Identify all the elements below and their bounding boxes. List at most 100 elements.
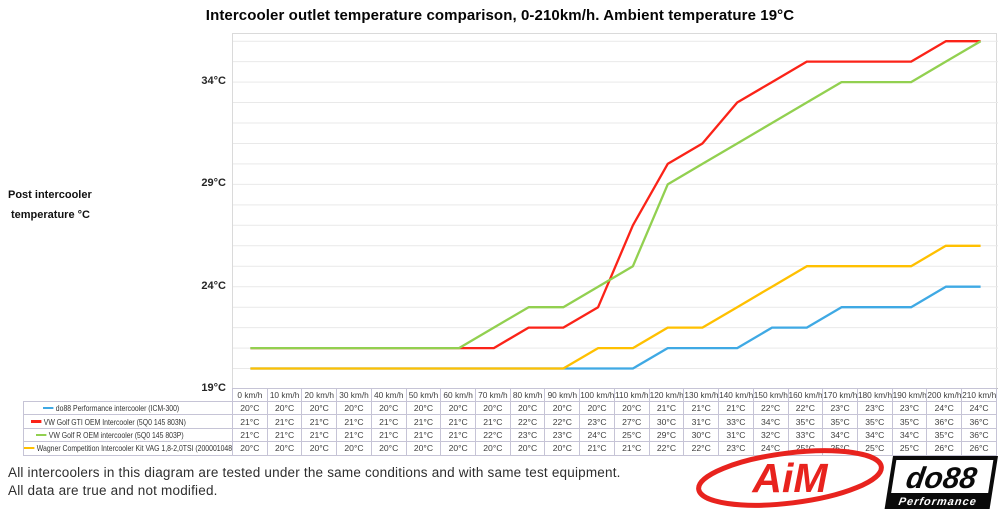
y-axis-title-line2: temperature °C xyxy=(11,209,90,221)
temperature-value-cell: 20°C xyxy=(579,400,615,416)
speed-column-header: 70 km/h xyxy=(475,388,511,402)
speed-column-header: 90 km/h xyxy=(544,388,581,402)
temperature-value-cell: 34°C xyxy=(752,414,789,429)
chart-title: Intercooler outlet temperature compariso… xyxy=(205,7,795,24)
speed-column-header: 20 km/h xyxy=(301,388,338,402)
temperature-value-cell: 21°C xyxy=(613,441,650,456)
temperature-value-cell: 20°C xyxy=(266,441,303,456)
temperature-value-cell: 32°C xyxy=(752,427,789,443)
y-axis-title: Post intercooler temperature °C xyxy=(8,185,92,225)
series-name: do88 Performance intercooler (ICM-300) xyxy=(55,403,180,414)
temperature-value-cell: 20°C xyxy=(301,400,338,416)
temperature-value-cell: 35°C xyxy=(787,414,824,429)
speed-column-header: 110 km/h xyxy=(613,388,650,402)
temperature-value-cell: 21°C xyxy=(232,414,268,429)
temperature-value-cell: 22°C xyxy=(683,441,720,456)
temperature-value-cell: 20°C xyxy=(475,400,511,416)
speed-column-header: 190 km/h xyxy=(891,388,928,402)
temperature-value-cell: 20°C xyxy=(301,441,338,456)
temperature-value-cell: 23°C xyxy=(856,400,893,416)
line-chart xyxy=(233,40,998,389)
temperature-value-cell: 20°C xyxy=(544,441,581,456)
temperature-value-cell: 23°C xyxy=(891,400,928,416)
temperature-value-cell: 21°C xyxy=(440,414,477,429)
do88-logo: do88 Performance xyxy=(884,456,998,509)
temperature-value-cell: 20°C xyxy=(544,400,581,416)
temperature-value-cell: 20°C xyxy=(509,400,546,416)
temperature-value-cell: 20°C xyxy=(440,441,477,456)
temperature-value-cell: 20°C xyxy=(613,400,650,416)
speed-column-header: 170 km/h xyxy=(822,388,858,402)
temperature-value-cell: 21°C xyxy=(370,427,407,443)
temperature-value-cell: 20°C xyxy=(370,400,407,416)
temperature-value-cell: 22°C xyxy=(752,400,789,416)
speed-column-header: 0 km/h xyxy=(232,388,268,402)
speed-column-header: 40 km/h xyxy=(370,388,407,402)
footer-note-line1: All intercoolers in this diagram are tes… xyxy=(8,465,621,480)
temperature-value-cell: 23°C xyxy=(822,400,858,416)
speed-column-header: 50 km/h xyxy=(405,388,442,402)
temperature-value-cell: 21°C xyxy=(336,427,372,443)
temperature-value-cell: 35°C xyxy=(822,414,858,429)
series-name: VW Golf GTI OEM Intercooler (5Q0 145 803… xyxy=(43,416,187,427)
temperature-value-cell: 25°C xyxy=(856,441,893,456)
temperature-value-cell: 21°C xyxy=(266,414,303,429)
do88-logo-text: do88 xyxy=(904,462,979,495)
legend-swatch-icon xyxy=(31,420,42,423)
temperature-value-cell: 20°C xyxy=(440,400,477,416)
aim-logo-oval-icon xyxy=(696,448,884,508)
temperature-value-cell: 21°C xyxy=(440,427,477,443)
series-label-cell: VW Golf GTI OEM Intercooler (5Q0 145 803… xyxy=(23,414,233,429)
temperature-value-cell: 21°C xyxy=(266,427,303,443)
temperature-value-cell: 21°C xyxy=(301,427,338,443)
temperature-value-cell: 27°C xyxy=(613,414,650,429)
series-label-cell: VW Golf R OEM intercooler (5Q0 145 803P) xyxy=(23,427,233,443)
temperature-value-cell: 20°C xyxy=(370,441,407,456)
temperature-value-cell: 26°C xyxy=(926,441,963,456)
temperature-value-cell: 24°C xyxy=(926,400,963,416)
temperature-value-cell: 20°C xyxy=(232,400,268,416)
series-name: VW Golf R OEM intercooler (5Q0 145 803P) xyxy=(48,429,184,440)
series-row-2: VW Golf R OEM intercooler (5Q0 145 803P)… xyxy=(23,427,997,443)
series-row-3: Wagner Competition Intercooler Kit VAG 1… xyxy=(23,441,997,456)
series-line-3 xyxy=(250,244,981,370)
table-header-row: 0 km/h 10 km/h 20 km/h 30 km/h 40 km/h 50 km/… xyxy=(24,388,997,402)
do88-logo-shape: do88 Performance xyxy=(884,456,998,509)
temperature-value-cell: 34°C xyxy=(856,427,893,443)
y-axis-title-line1: Post intercooler xyxy=(8,189,92,201)
speed-column-header: 160 km/h xyxy=(787,388,824,402)
plot-area xyxy=(232,33,998,389)
temperature-value-cell: 36°C xyxy=(961,414,997,429)
temperature-value-cell: 22°C xyxy=(648,441,685,456)
temperature-value-cell: 21°C xyxy=(579,441,615,456)
speed-column-header: 10 km/h xyxy=(266,388,303,402)
y-tick-label: 24°C xyxy=(201,279,226,292)
speed-column-header: 210 km/h xyxy=(961,388,997,402)
temperature-value-cell: 31°C xyxy=(718,427,754,443)
temperature-value-cell: 20°C xyxy=(266,400,303,416)
temperature-value-cell: 21°C xyxy=(475,414,511,429)
temperature-value-cell: 22°C xyxy=(544,414,581,429)
legend-swatch-icon xyxy=(24,446,35,450)
temperature-value-cell: 21°C xyxy=(232,427,268,443)
temperature-value-cell: 23°C xyxy=(544,427,581,443)
series-label-cell: do88 Performance intercooler (ICM-300) xyxy=(23,400,233,416)
temperature-value-cell: 24°C xyxy=(579,427,615,443)
temperature-value-cell: 33°C xyxy=(787,427,824,443)
temperature-value-cell: 21°C xyxy=(683,400,720,416)
temperature-value-cell: 22°C xyxy=(787,400,824,416)
speed-column-header: 120 km/h xyxy=(648,388,685,402)
temperature-value-cell: 35°C xyxy=(891,414,928,429)
series-row-0: do88 Performance intercooler (ICM-300) 20… xyxy=(23,400,997,416)
temperature-value-cell: 21°C xyxy=(405,414,442,429)
temperature-value-cell: 24°C xyxy=(961,400,997,416)
footer-note-line2: All data are true and not modified. xyxy=(8,482,218,498)
temperature-value-cell: 36°C xyxy=(961,427,997,443)
temperature-value-cell: 20°C xyxy=(509,441,546,456)
temperature-value-cell: 20°C xyxy=(232,441,268,456)
temperature-value-cell: 21°C xyxy=(718,400,754,416)
speed-column-header: 80 km/h xyxy=(509,388,546,402)
temperature-value-cell: 23°C xyxy=(579,414,615,429)
do88-logo-subtext: Performance xyxy=(898,496,978,508)
